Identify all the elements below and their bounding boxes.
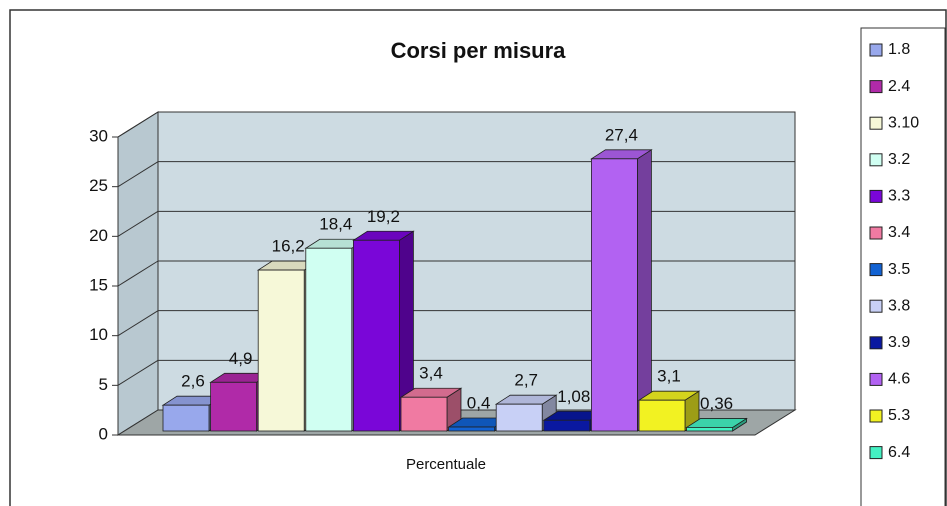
- bar-top-shade: [401, 388, 461, 398]
- y-tick-label: 5: [99, 375, 108, 394]
- legend-swatch: [869, 336, 883, 350]
- grid-line: [117, 111, 159, 138]
- bar: [686, 427, 733, 432]
- bar: [448, 426, 496, 432]
- bar: [495, 403, 543, 432]
- legend-swatch: [869, 80, 883, 94]
- y-tick-label: 15: [89, 275, 108, 294]
- bar-top-shade: [591, 149, 652, 159]
- bar-top-shade: [353, 231, 414, 241]
- bar: [638, 399, 686, 432]
- bar-top-shade: [258, 261, 319, 271]
- bar-top-shade: [305, 239, 366, 249]
- y-tick-label: 30: [89, 126, 108, 145]
- bar: [210, 381, 258, 432]
- bar: [162, 404, 210, 432]
- grid-line: [117, 310, 159, 337]
- value-label: 16,2: [272, 237, 305, 256]
- value-label: 2,6: [181, 372, 205, 391]
- legend-swatch: [869, 43, 883, 57]
- bar-side-shade: [732, 418, 747, 431]
- bar-top-shade: [163, 396, 223, 406]
- bar-top-shade: [686, 418, 747, 428]
- bar-side-shade: [399, 231, 414, 431]
- legend-swatch: [869, 372, 883, 386]
- value-label: 3,4: [419, 364, 443, 383]
- y-tick-label: 0: [99, 424, 108, 443]
- bar: [591, 158, 638, 432]
- grid-line: [117, 210, 159, 237]
- legend: [860, 27, 946, 506]
- chart-title: Corsi per misura: [391, 38, 567, 63]
- grid-line: [117, 359, 159, 386]
- value-label: 0,36: [700, 394, 733, 413]
- legend-swatch: [869, 189, 883, 203]
- bar-top-shade: [543, 411, 604, 421]
- bar-side-shade: [637, 149, 652, 431]
- legend-label: 4.6: [888, 371, 910, 388]
- bar-side-shade: [685, 391, 699, 431]
- bar-top-shade: [448, 418, 509, 428]
- legend-swatch: [869, 153, 883, 167]
- grid-line: [117, 260, 159, 287]
- legend-swatch: [869, 116, 883, 130]
- grid-line: [117, 161, 159, 188]
- legend-label: 1.8: [888, 41, 910, 58]
- legend-label: 3.3: [888, 188, 910, 205]
- y-tick-label: 25: [89, 176, 108, 195]
- bar: [400, 396, 448, 432]
- legend-label: 3.8: [888, 297, 910, 314]
- legend-label: 6.4: [888, 444, 910, 461]
- legend-label: 3.5: [888, 261, 910, 278]
- value-label: 4,9: [229, 349, 253, 368]
- x-axis-label: Percentuale: [406, 456, 486, 473]
- legend-swatch: [869, 409, 883, 423]
- y-tick-label: 20: [89, 226, 108, 245]
- bar-top-shade: [639, 391, 699, 401]
- value-label: 3,1: [657, 367, 681, 386]
- legend-swatch: [869, 263, 883, 277]
- legend-label: 3.4: [888, 224, 910, 241]
- value-label: 1,08: [557, 387, 590, 406]
- bar: [543, 419, 591, 432]
- value-label: 2,7: [514, 371, 538, 390]
- legend-label: 2.4: [888, 78, 910, 95]
- legend-swatch: [869, 299, 883, 313]
- value-label: 0,4: [467, 394, 491, 413]
- legend-label: 3.2: [888, 151, 910, 168]
- value-label: 27,4: [605, 125, 638, 144]
- bar-top-shade: [496, 395, 557, 405]
- y-tick-label: 10: [89, 325, 108, 344]
- value-label: 19,2: [367, 207, 400, 226]
- legend-label: 3.9: [888, 334, 910, 351]
- bar: [352, 239, 400, 432]
- legend-label: 3.10: [888, 114, 919, 131]
- bar-top-shade: [210, 373, 271, 383]
- legend-swatch: [869, 446, 883, 460]
- legend-swatch: [869, 226, 883, 240]
- bar: [305, 247, 353, 432]
- bar: [257, 269, 305, 432]
- legend-label: 5.3: [888, 407, 910, 424]
- bar-side-shade: [447, 388, 461, 431]
- value-label: 18,4: [319, 215, 352, 234]
